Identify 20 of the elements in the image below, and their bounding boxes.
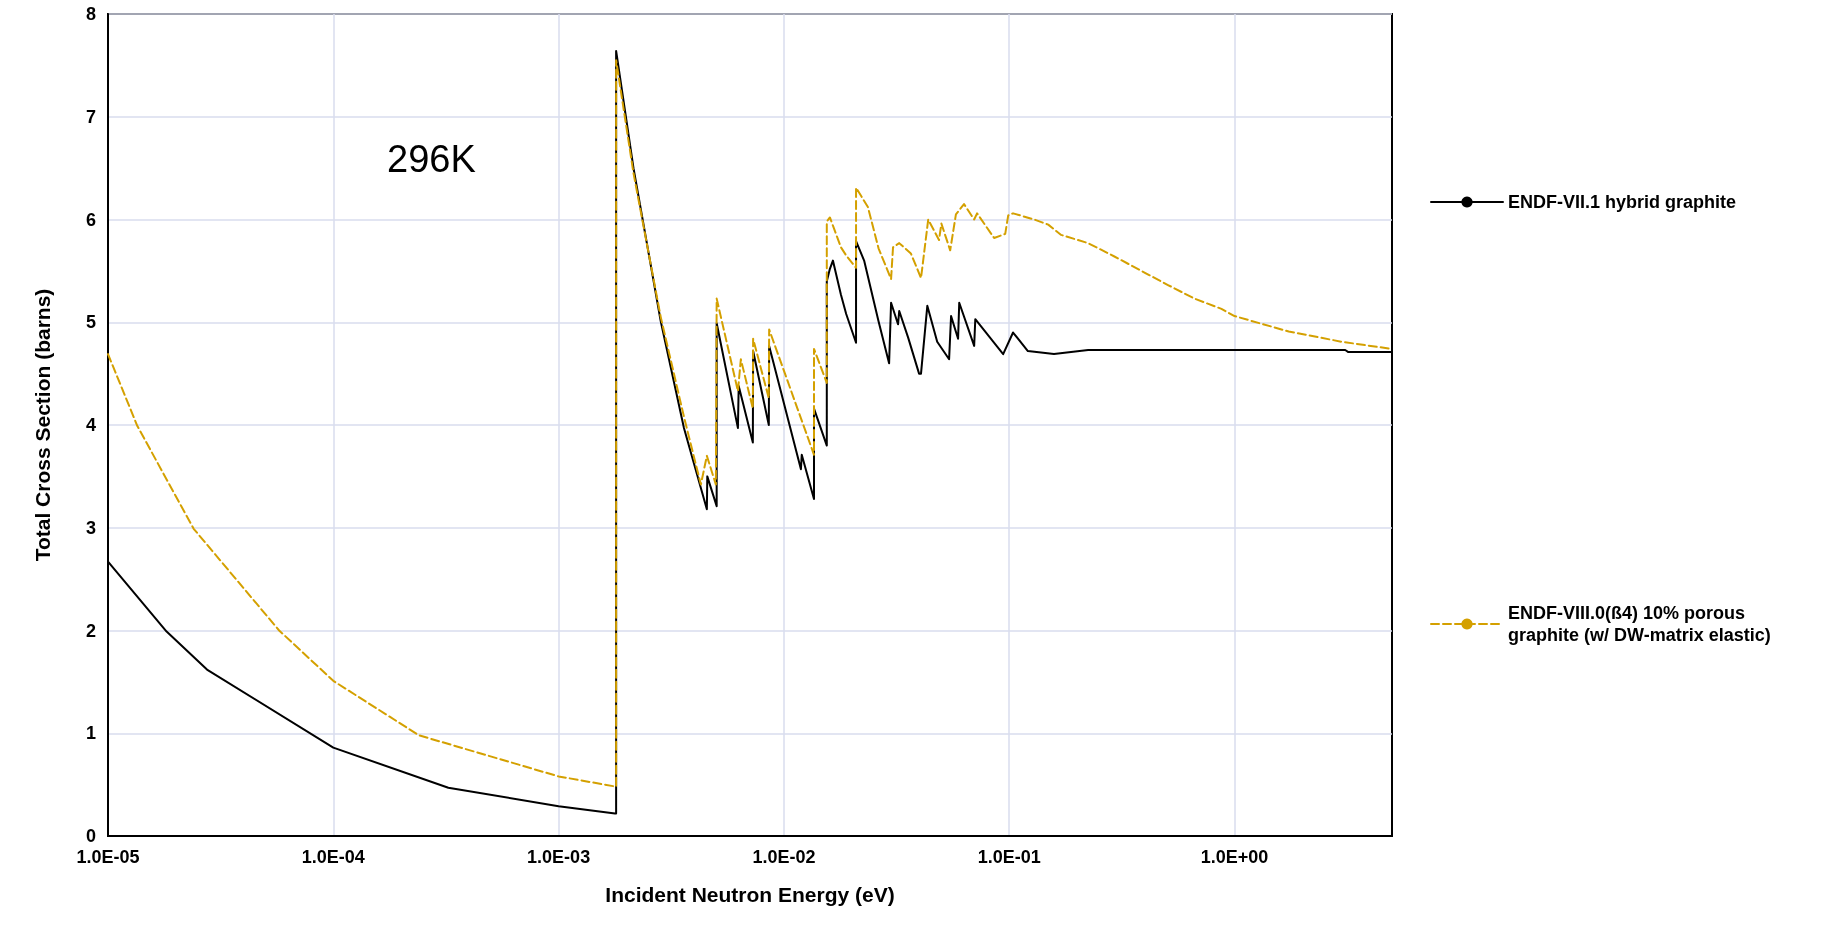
- y-tick-label: 8: [85, 4, 96, 24]
- x-axis-title: Incident Neutron Energy (eV): [605, 883, 895, 906]
- y-tick-label: 5: [85, 312, 96, 333]
- x-tick-label: 1.0E-05: [76, 847, 140, 867]
- y-tick-label: 0: [85, 826, 96, 846]
- annotation: 296K: [387, 138, 476, 180]
- y-axis-title: Total Cross Section (barns): [31, 288, 54, 562]
- y-tick-label: 7: [85, 106, 96, 127]
- legend-label: ENDF-VIII.0(ß4) 10% porous graphite (w/ DW-matrix elastic): [1508, 603, 1771, 645]
- x-tick-label: 1.0E+00: [1200, 847, 1269, 867]
- x-tick-label: 1.0E-03: [527, 847, 591, 867]
- y-tick-label: 6: [85, 209, 96, 230]
- y-tick-label: 4: [85, 415, 96, 435]
- x-tick-label: 1.0E-04: [301, 847, 365, 867]
- y-tick-label: 3: [85, 517, 96, 538]
- x-tick-label: 1.0E-01: [977, 847, 1041, 867]
- y-tick-label: 1: [85, 723, 96, 744]
- legend-label: ENDF-VII.1 hybrid graphite: [1508, 192, 1737, 212]
- y-tick-label: 2: [85, 620, 96, 641]
- x-tick-label: 1.0E-02: [752, 847, 816, 867]
